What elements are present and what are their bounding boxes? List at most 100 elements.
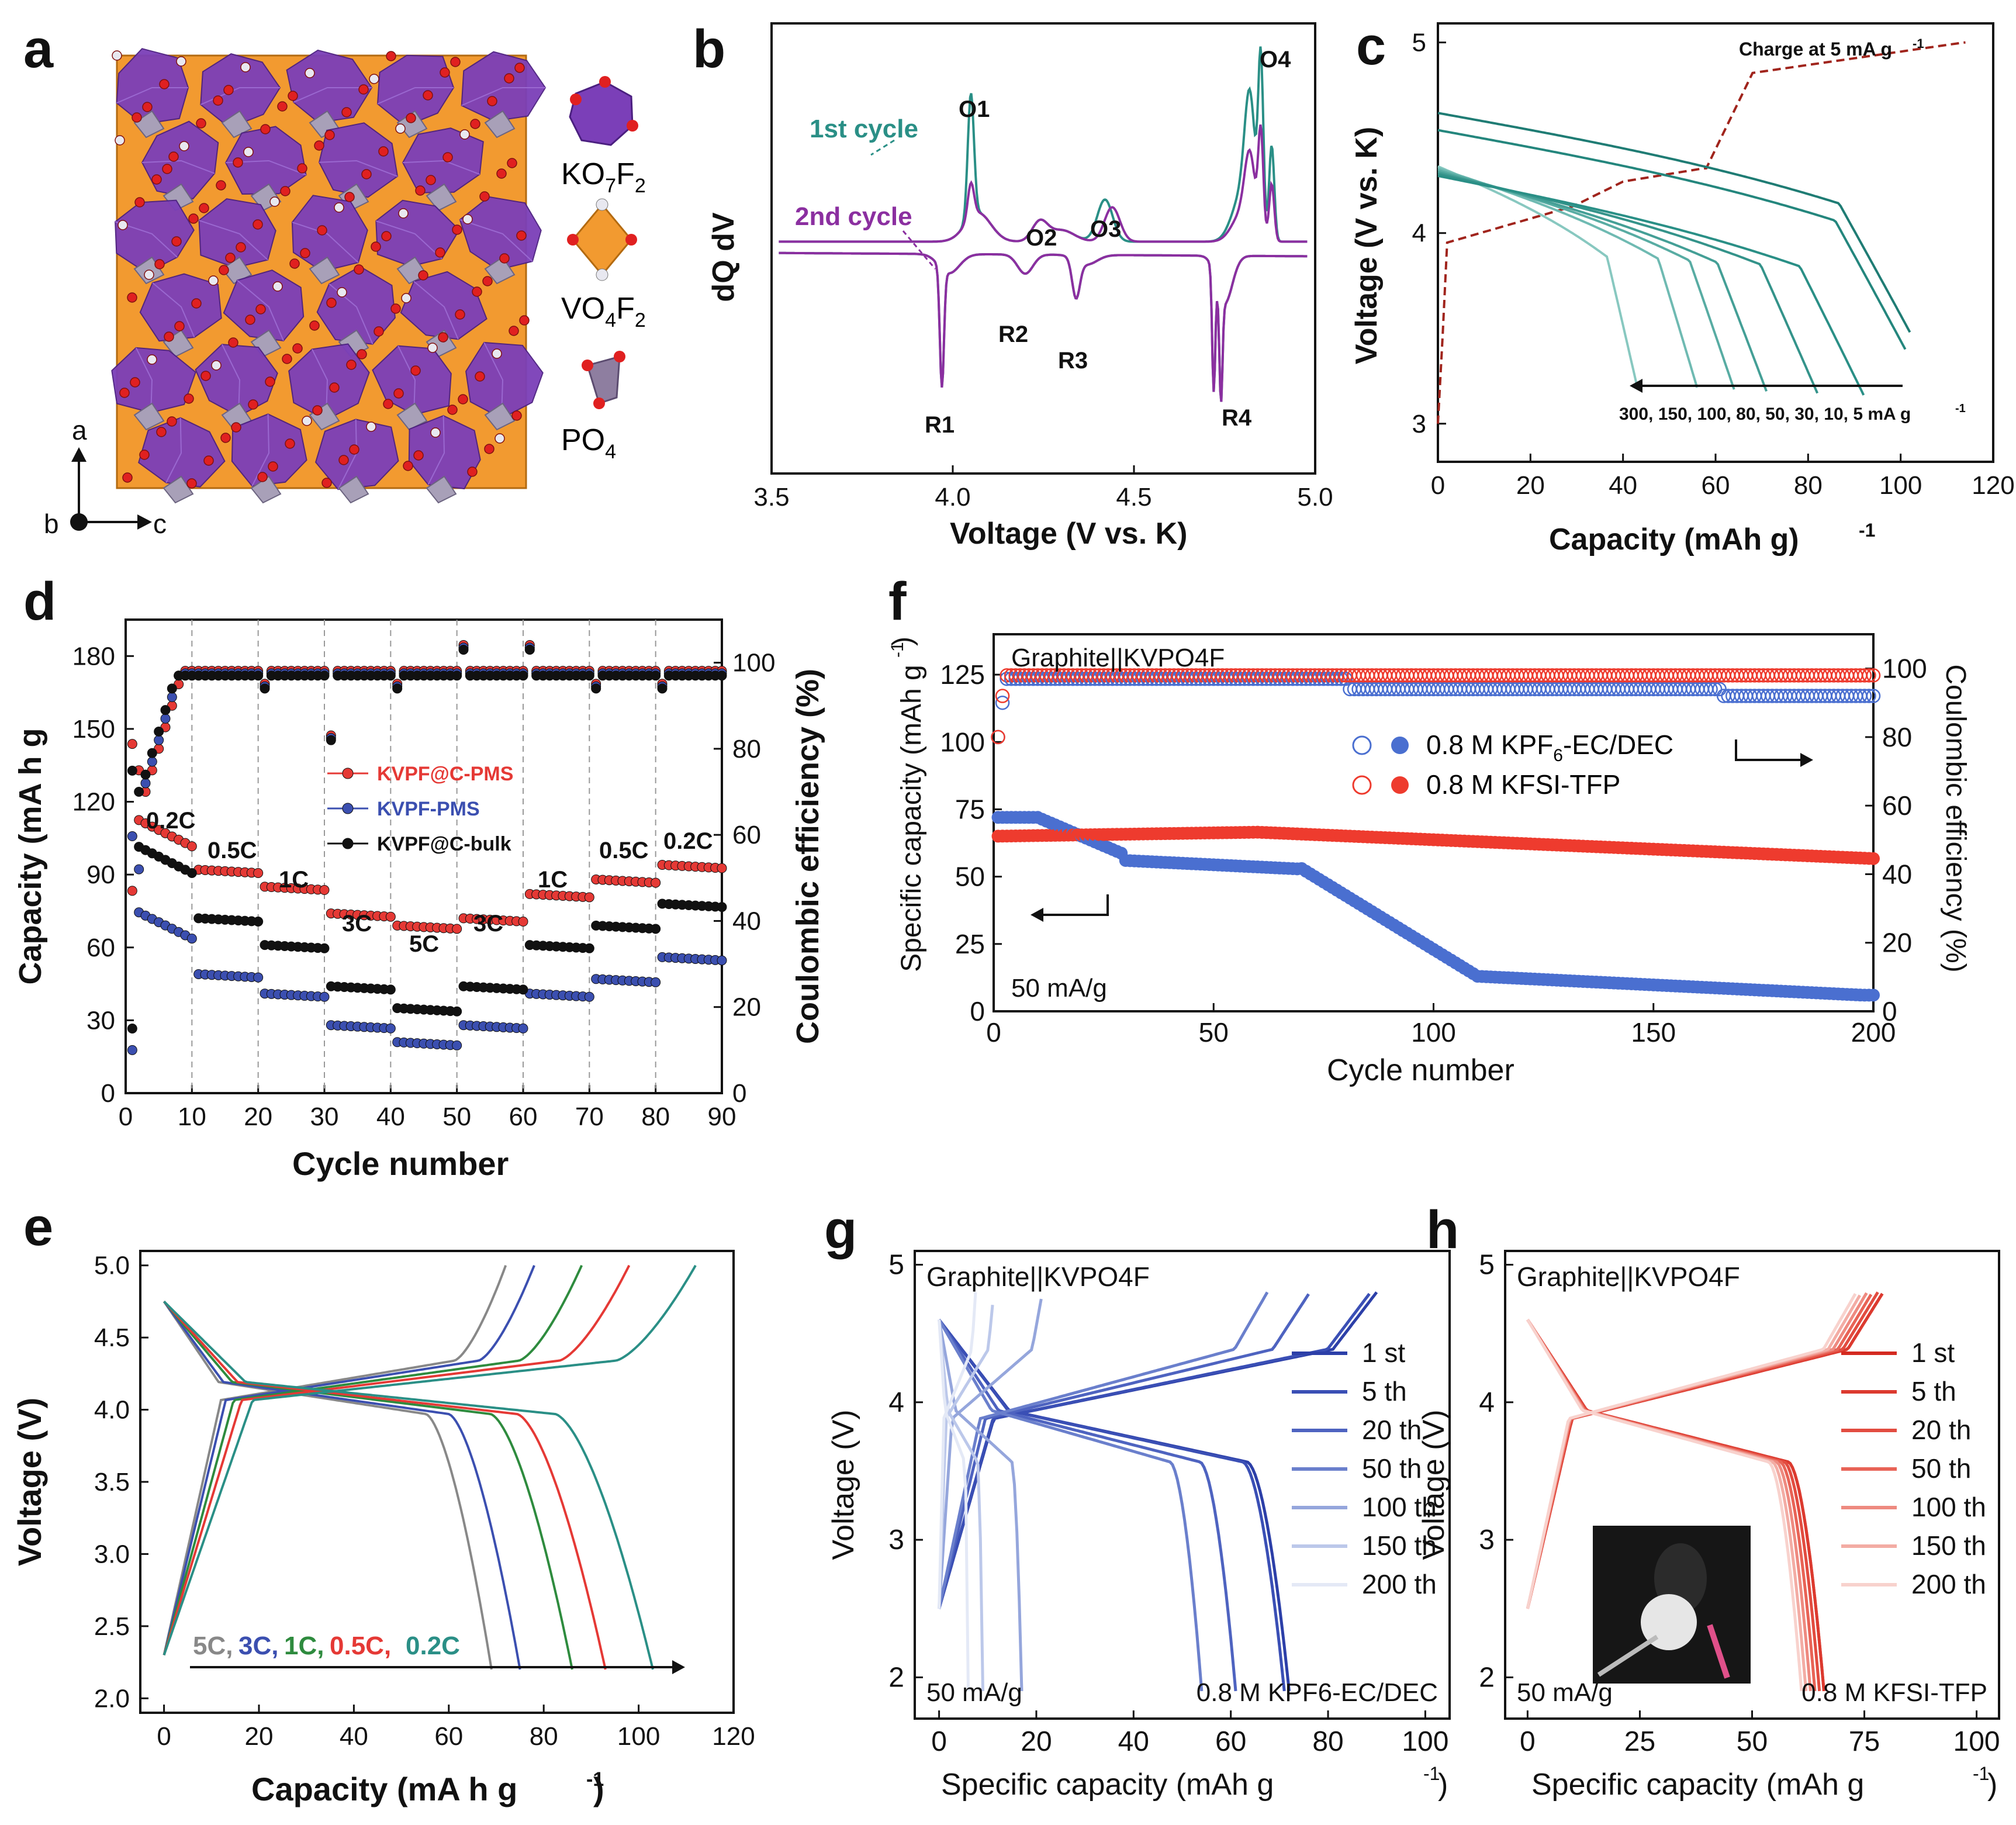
cycle-legend-label: 150 th — [1911, 1530, 1986, 1561]
y-tick-label: 50 — [955, 862, 985, 892]
polyhedron-edge — [251, 414, 270, 486]
x-axis-label: Capacity (mAh g) — [1549, 523, 1799, 557]
oxygen-atom — [213, 95, 223, 106]
oxygen-atom — [268, 461, 278, 472]
y-tick-label: 5 — [1479, 1250, 1495, 1281]
oxygen-atom — [430, 427, 441, 438]
capacity-point — [253, 867, 264, 878]
oxygen-atom — [144, 269, 154, 280]
legend-formula-2: PO4 — [561, 423, 616, 463]
rate-label: 0.5C — [599, 838, 649, 863]
oxygen-atom — [507, 158, 517, 168]
x-tick-label: 200 — [1851, 1017, 1896, 1048]
polyhedron-edge — [116, 87, 188, 104]
discharge-curve-0.5C — [163, 1301, 607, 1670]
oxygen-atom — [472, 286, 482, 297]
ko7f2-polyhedron — [372, 345, 452, 416]
oxygen-atom — [112, 50, 122, 61]
discharge-curve — [938, 1319, 1237, 1692]
oxygen-atom — [171, 236, 182, 247]
oxygen-atom — [233, 157, 243, 168]
oxygen-atom — [440, 67, 450, 78]
y-tick-label: 0 — [101, 1079, 115, 1108]
oxygen-atom — [582, 360, 593, 371]
x-tick-label: 80 — [1794, 471, 1823, 500]
charge-curve — [938, 1292, 977, 1609]
y-tick-label: 3.5 — [94, 1468, 130, 1496]
y2-tick-label: 100 — [1882, 654, 1927, 684]
ce-point — [651, 670, 661, 681]
series-2nd-cycle-discharge — [779, 251, 1308, 402]
x-axis-label: Specific capacity (mAh g — [941, 1768, 1274, 1802]
rate-arrowhead — [1630, 379, 1642, 393]
cell-title: Graphite||KVPO4F — [1517, 1261, 1740, 1292]
oxygen-atom — [413, 450, 424, 461]
oxygen-atom — [321, 478, 332, 488]
x-tick-label: 100 — [1411, 1017, 1456, 1048]
oxygen-atom — [184, 393, 194, 404]
ce-point — [657, 683, 668, 694]
discharge-curve-5C — [162, 1301, 493, 1670]
ce-point — [147, 756, 157, 767]
charge-curve — [938, 1291, 1269, 1609]
peak-label-R1: R1 — [925, 412, 955, 438]
po4-tetrahedron — [162, 329, 194, 358]
oxygen-atom — [492, 348, 502, 359]
panel-h-frame — [1504, 1250, 2000, 1720]
x-tick-label: 70 — [575, 1102, 604, 1131]
oxygen-atom — [386, 51, 396, 61]
discharge-curve — [1437, 171, 1768, 392]
ce-point-kfsi — [995, 689, 1010, 703]
rate-label: 3C — [342, 911, 372, 936]
x-tick-label: 10 — [178, 1102, 206, 1131]
cycle-legend-label: 50 th — [1911, 1453, 1971, 1484]
capacity-point — [253, 972, 264, 983]
panel-letter-c: c — [1356, 16, 1386, 76]
y-axis-label-paren: ) — [887, 637, 918, 646]
oxygen-atom — [378, 146, 389, 157]
oxygen-atom — [450, 57, 461, 67]
ce-point-kpf6 — [1703, 682, 1718, 697]
oxygen-atom — [357, 349, 367, 360]
discharge-curve — [938, 1319, 1291, 1692]
oxygen-atom — [231, 422, 241, 433]
oxygen-atom — [484, 444, 495, 454]
y-tick-label: 2 — [1479, 1662, 1495, 1693]
series-2nd-cycle-charge — [779, 124, 1308, 243]
oxygen-atom — [289, 258, 300, 269]
oxygen-atom — [438, 332, 448, 343]
discharge-curve — [938, 1319, 984, 1691]
ce-point — [160, 705, 171, 716]
oxygen-atom — [200, 371, 211, 381]
oxygen-atom — [127, 292, 137, 303]
cycle-legend-label: 5 th — [1911, 1376, 1956, 1406]
po4-tetrahedron — [484, 256, 516, 285]
oxygen-atom — [455, 309, 465, 320]
charge-curve-1C — [162, 1264, 583, 1655]
oxygen-atom — [458, 394, 468, 405]
oxygen-atom — [479, 191, 490, 202]
oxygen-atom — [162, 164, 172, 174]
y-axis-label: Capacity (mA h g — [13, 728, 48, 984]
capacity-point — [127, 831, 137, 842]
ce-point — [140, 769, 151, 780]
oxygen-atom — [134, 197, 145, 208]
oxygen-atom — [245, 314, 255, 325]
discharge-curve — [1437, 112, 1911, 333]
legend-label: KVPF@C-bulk — [377, 833, 511, 855]
rate-label: 1C — [538, 867, 568, 893]
oxygen-atom — [265, 376, 275, 387]
cycle-legend-label: 20 th — [1362, 1415, 1422, 1445]
charge-curve-3C — [162, 1264, 535, 1655]
y-axis-label: dQ dV — [707, 212, 741, 302]
x-tick-label: 50 — [1737, 1726, 1768, 1757]
x-tick-label: 40 — [340, 1722, 368, 1751]
po4-tetrahedron — [338, 475, 369, 504]
oxygen-atom — [142, 102, 153, 112]
peak-label-O3: O3 — [1090, 216, 1121, 242]
panel-letter-e: e — [23, 1197, 53, 1257]
oxygen-atom — [151, 174, 162, 185]
po4-tetrahedron — [133, 402, 165, 431]
